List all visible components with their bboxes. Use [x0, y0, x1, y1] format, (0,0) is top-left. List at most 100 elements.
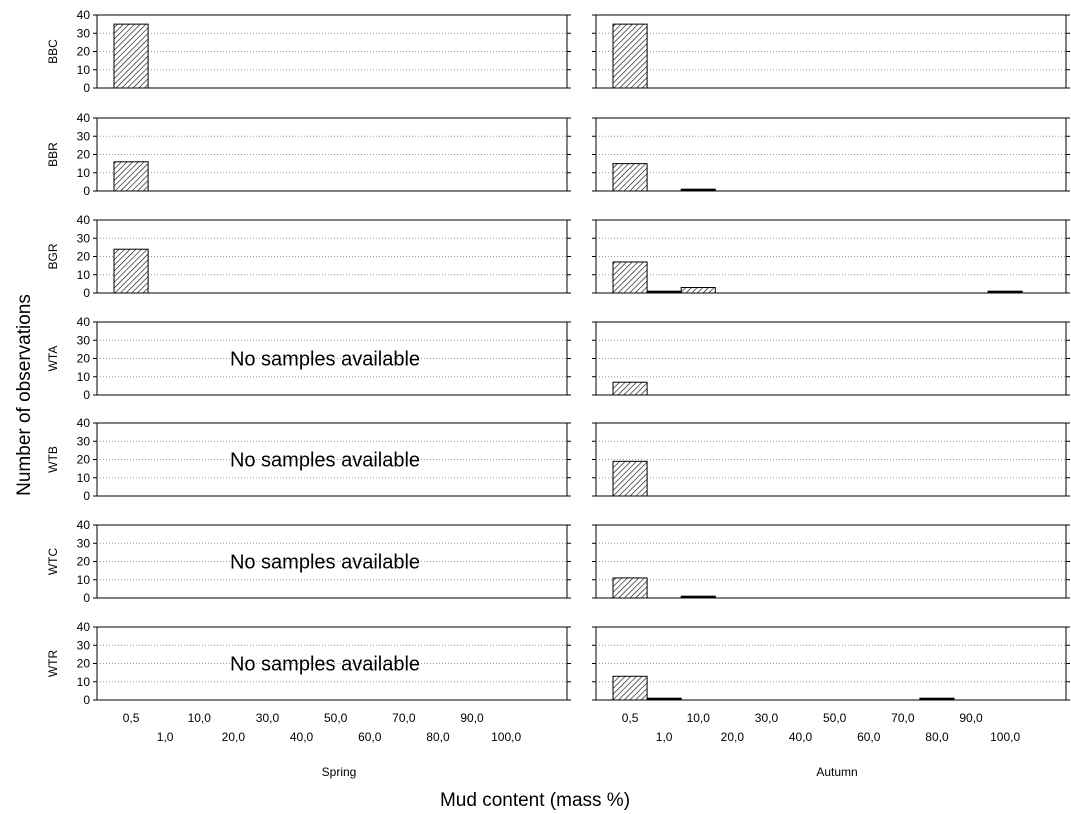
- row-label-bgr: BGR: [46, 243, 60, 269]
- x-tick-label: 10,0: [188, 711, 212, 725]
- bar-0-5: [612, 577, 648, 599]
- y-tick-label: 30: [77, 638, 91, 652]
- row-label-wta: WTA: [46, 346, 60, 372]
- row-label-wtr: WTR: [46, 650, 60, 678]
- y-tick-label: 40: [77, 620, 91, 634]
- panel-wtc-autumn: [592, 524, 1070, 599]
- y-tick-label: 0: [83, 286, 90, 300]
- row-label-bbr: BBR: [46, 142, 60, 167]
- x-tick-label: 30,0: [755, 711, 779, 725]
- y-axis-title: Number of observations: [14, 294, 35, 496]
- y-tick-label: 40: [77, 111, 91, 125]
- x-tick-labels: 0,5 1,0 10,0 20,0 30,0 40,0 50,0 60,0 70,0 80,0 90…: [123, 711, 1021, 744]
- x-tick-label: 50,0: [823, 711, 847, 725]
- y-tick-label: 0: [83, 489, 90, 503]
- bar-0-5: [612, 23, 648, 89]
- bar-0-5: [612, 460, 648, 497]
- y-tick-label: 10: [77, 370, 91, 384]
- row-label-wtc: WTC: [46, 548, 60, 576]
- season-label-spring: Spring: [322, 765, 357, 779]
- bar-10-0: [680, 595, 716, 599]
- season-label-autumn: Autumn: [816, 765, 857, 779]
- y-tick-label: 30: [77, 333, 91, 347]
- x-tick-label: 40,0: [789, 730, 813, 744]
- bar-10-0: [680, 287, 716, 294]
- panel-wtb-autumn: [592, 422, 1070, 497]
- row-label-wtb: WTB: [46, 446, 60, 473]
- y-tick-label: 0: [83, 184, 90, 198]
- x-tick-label: 100,0: [491, 730, 521, 744]
- bar-0-5: [113, 248, 149, 294]
- panel-wtc-spring: 0 10 20 30 40 WTC No samples available: [46, 518, 571, 605]
- y-tick-label: 40: [77, 315, 91, 329]
- y-tick-label: 20: [77, 45, 91, 59]
- x-axis-title: Mud content (mass %): [440, 790, 630, 811]
- bar-0-5: [612, 675, 648, 701]
- y-tick-label: 10: [77, 471, 91, 485]
- y-tick-label: 0: [83, 591, 90, 605]
- x-tick-label: 30,0: [256, 711, 280, 725]
- x-tick-label: 20,0: [222, 730, 246, 744]
- panel-bbc-autumn: [592, 14, 1070, 89]
- x-tick-label: 60,0: [857, 730, 881, 744]
- panel-bbc-spring: 0 10 20 30 40 BBC: [46, 8, 571, 95]
- no-samples-text: No samples available: [230, 654, 420, 676]
- y-tick-label: 30: [77, 536, 91, 550]
- panel-wtr-autumn: [592, 626, 1070, 701]
- panel-bgr-spring: 0 10 20 30 40 BGR: [46, 213, 571, 300]
- bar-1-0: [646, 697, 682, 701]
- bar-1-0: [646, 290, 682, 294]
- bar-0-5: [113, 161, 149, 192]
- y-tick-label: 20: [77, 250, 91, 264]
- x-tick-label: 70,0: [891, 711, 915, 725]
- x-tick-label: 10,0: [687, 711, 711, 725]
- x-tick-label: 80,0: [925, 730, 949, 744]
- y-tick-label: 40: [77, 8, 91, 22]
- y-tick-label: 10: [77, 63, 91, 77]
- x-tick-label: 50,0: [324, 711, 348, 725]
- x-tick-label: 1,0: [656, 730, 673, 744]
- x-tick-label: 0,5: [622, 711, 639, 725]
- panel-bbr-autumn: [592, 117, 1070, 192]
- panel-wta-spring: 0 10 20 30 40 WTA No samples available: [46, 315, 571, 402]
- y-tick-label: 10: [77, 268, 91, 282]
- no-samples-text: No samples available: [230, 552, 420, 574]
- x-tick-label: 90,0: [959, 711, 983, 725]
- bar-0-5: [113, 23, 149, 89]
- panels-layer: 0 10 20 30 40 BBC 0 10 20 30 40 BBR 0 10 20 30 40 BGR 0 10 2…: [46, 8, 1070, 707]
- y-tick-label: 30: [77, 434, 91, 448]
- y-tick-label: 10: [77, 675, 91, 689]
- panel-bgr-autumn: [592, 219, 1070, 294]
- y-tick-label: 30: [77, 129, 91, 143]
- bar-10-0: [680, 188, 716, 192]
- panel-wtr-spring: 0 10 20 30 40 WTR No samples available: [46, 620, 571, 707]
- y-tick-label: 0: [83, 693, 90, 707]
- x-tick-label: 100,0: [990, 730, 1020, 744]
- x-tick-label: 60,0: [358, 730, 382, 744]
- y-tick-label: 0: [83, 81, 90, 95]
- x-tick-label: 70,0: [392, 711, 416, 725]
- no-samples-text: No samples available: [230, 349, 420, 371]
- x-tick-label: 90,0: [460, 711, 484, 725]
- y-tick-label: 40: [77, 213, 91, 227]
- bar-0-5: [612, 381, 648, 396]
- panel-bbr-spring: 0 10 20 30 40 BBR: [46, 111, 571, 198]
- x-tick-label: 20,0: [721, 730, 745, 744]
- y-tick-label: 20: [77, 148, 91, 162]
- y-tick-label: 20: [77, 657, 91, 671]
- y-tick-label: 0: [83, 388, 90, 402]
- panel-wta-autumn: [592, 321, 1070, 396]
- y-tick-label: 20: [77, 555, 91, 569]
- y-tick-label: 30: [77, 231, 91, 245]
- x-tick-label: 0,5: [123, 711, 140, 725]
- y-tick-label: 10: [77, 166, 91, 180]
- no-samples-text: No samples available: [230, 450, 420, 472]
- y-tick-label: 40: [77, 416, 91, 430]
- bar-0-5: [612, 163, 648, 192]
- x-tick-label: 80,0: [426, 730, 450, 744]
- bar-80-0: [919, 697, 955, 701]
- y-tick-label: 30: [77, 26, 91, 40]
- y-tick-label: 40: [77, 518, 91, 532]
- panel-wtb-spring: 0 10 20 30 40 WTB No samples available: [46, 416, 571, 503]
